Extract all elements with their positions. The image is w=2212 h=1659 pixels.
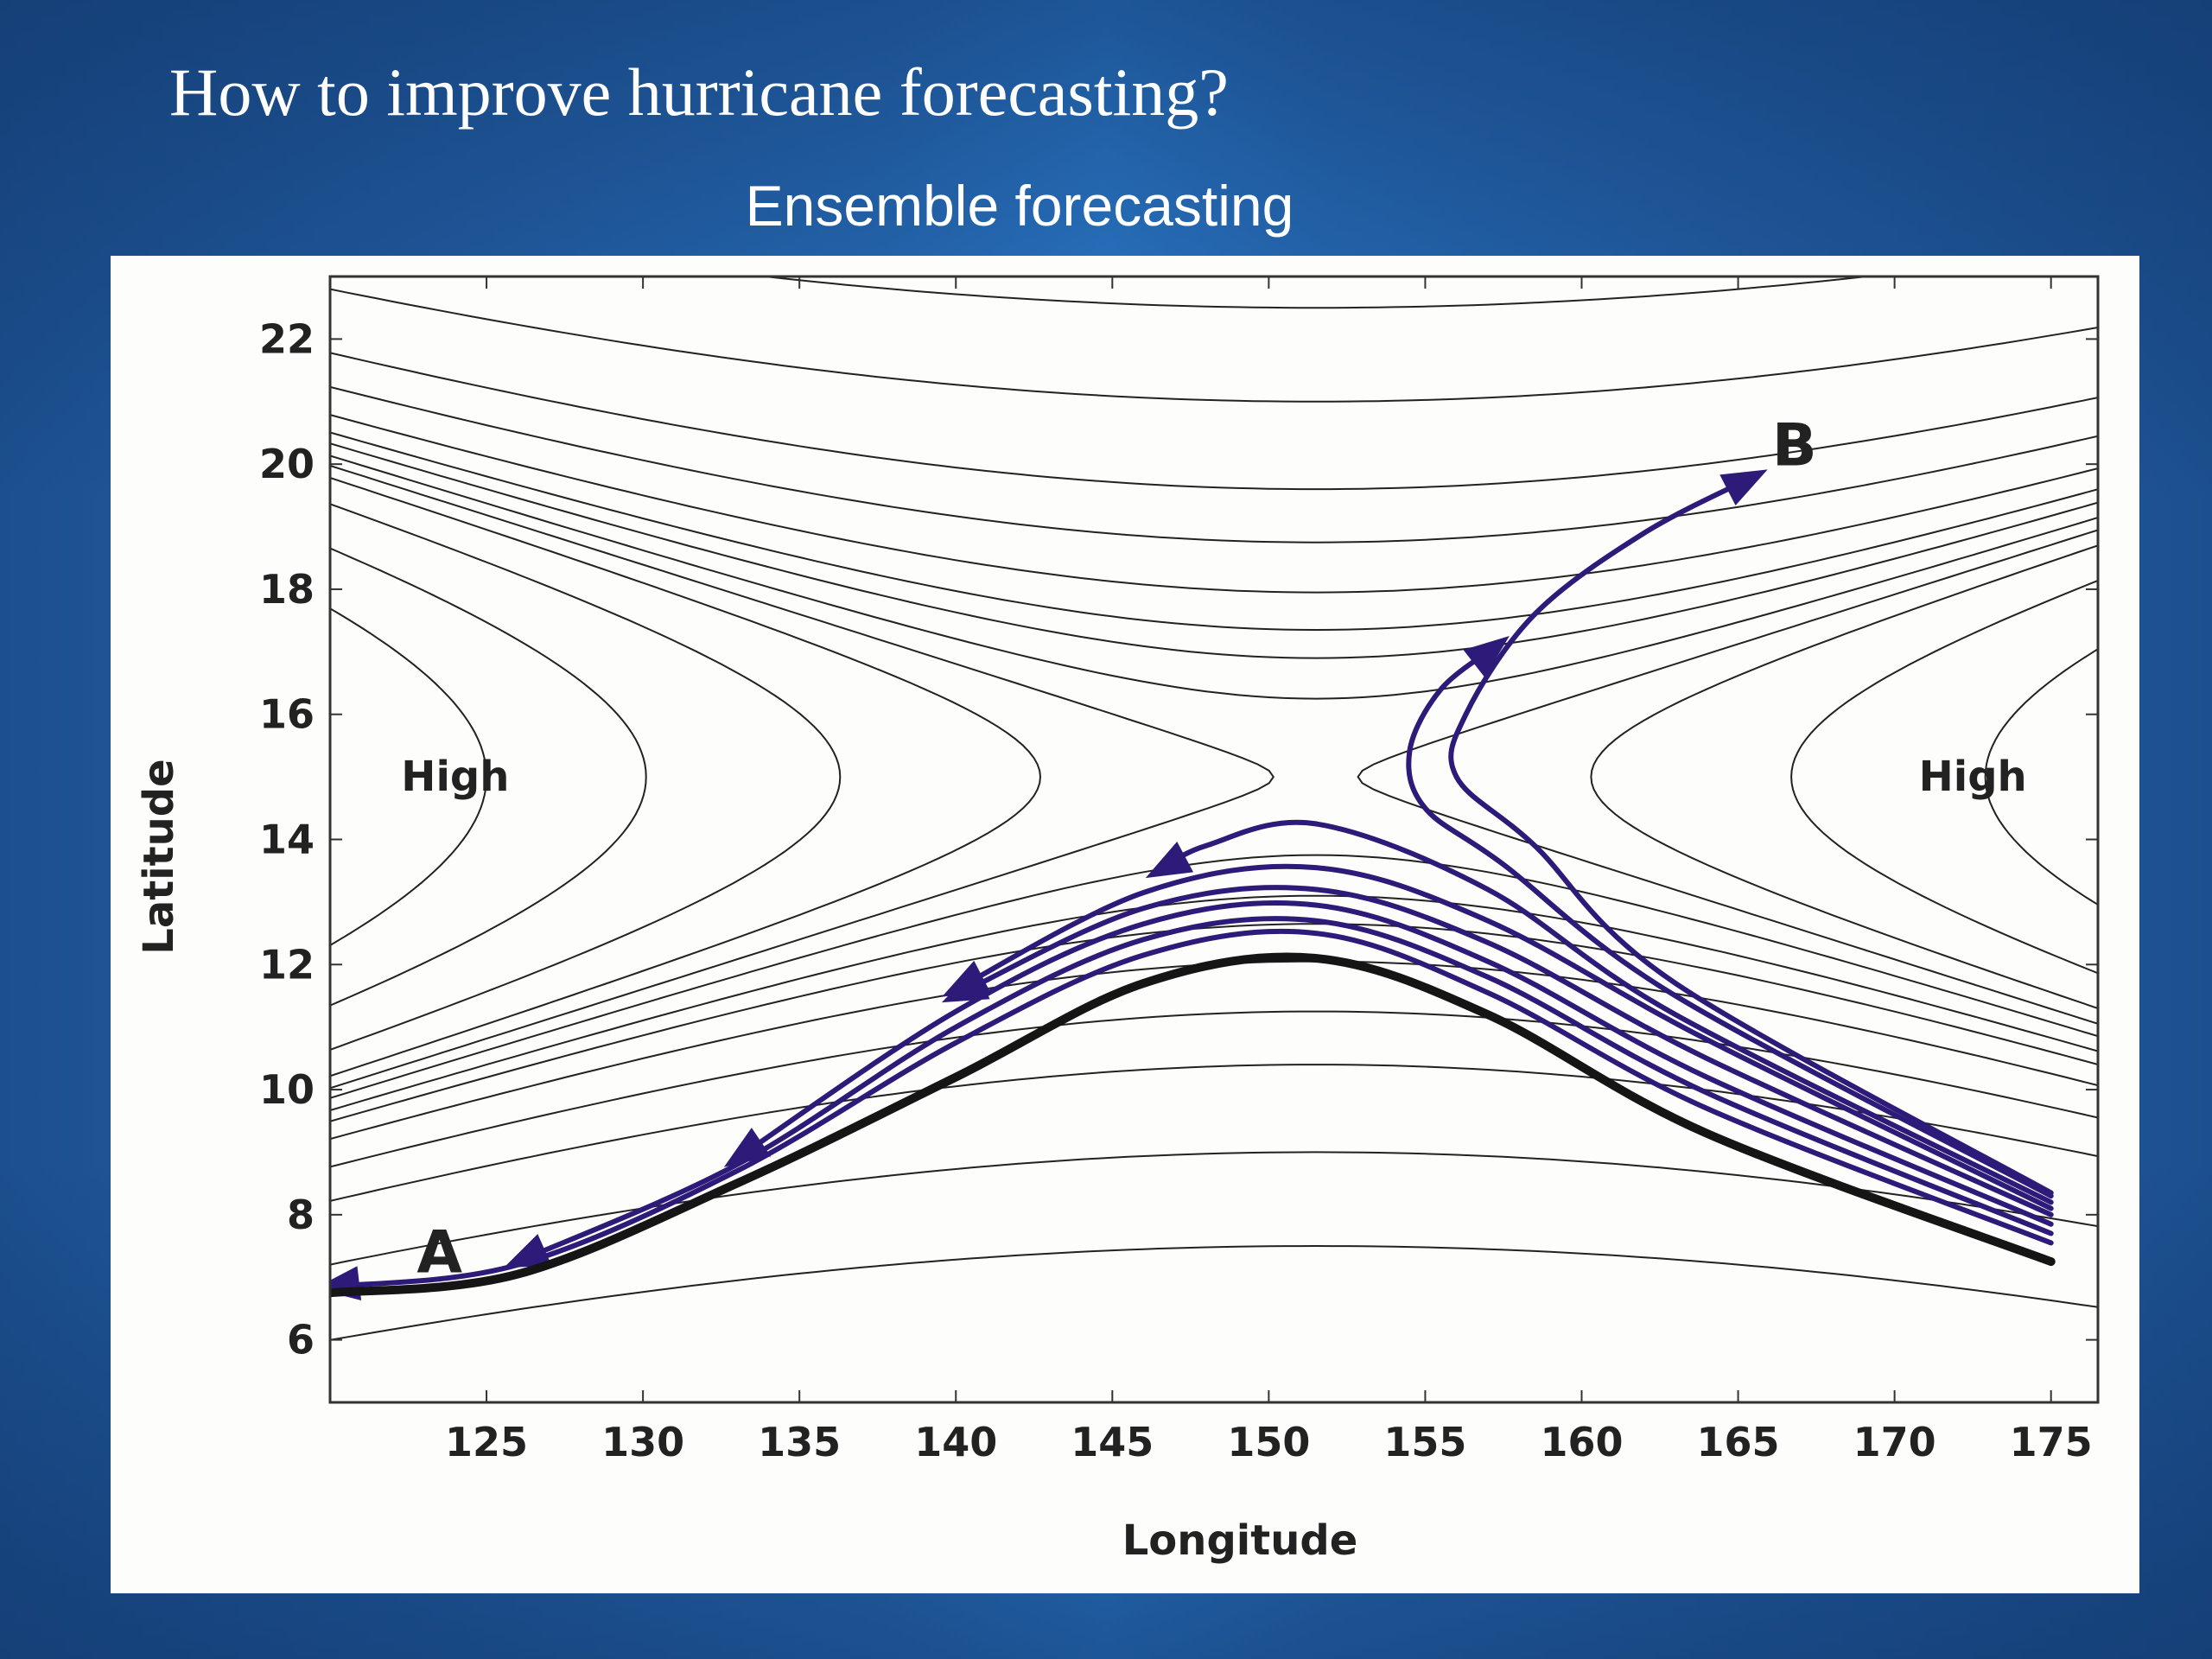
contour-line	[1590, 544, 2098, 1010]
ensemble-track	[1448, 474, 2054, 1196]
slide-subtitle: Ensemble forecasting	[745, 174, 1294, 238]
track-arrowhead	[1145, 842, 1194, 879]
contour-line	[330, 607, 488, 947]
contour-line	[330, 431, 2098, 632]
ensemble-track	[953, 885, 2054, 1217]
track-arrowhead	[723, 1128, 772, 1167]
contour-line	[330, 414, 2098, 594]
ensemble-track	[330, 928, 2054, 1290]
contour-line	[1357, 529, 2098, 1025]
contour-line	[330, 503, 842, 1051]
y-tick-label: 14	[259, 817, 315, 863]
x-tick-label: 155	[1383, 1419, 1466, 1465]
x-tick-label: 170	[1853, 1419, 1936, 1465]
contour-line	[330, 385, 2098, 543]
y-axis-label: Latitude	[135, 759, 183, 954]
ensemble-track	[1156, 819, 2054, 1205]
y-tick-label: 16	[259, 691, 315, 738]
contour-line	[330, 854, 2098, 1099]
x-tick-label: 135	[758, 1419, 841, 1465]
contour-line	[330, 923, 2098, 1122]
y-tick-label: 18	[259, 566, 315, 613]
x-tick-label: 130	[601, 1419, 684, 1465]
contour-line	[330, 547, 647, 1007]
contour-line	[330, 894, 2098, 1112]
x-tick-label: 160	[1540, 1419, 1623, 1465]
contour-line	[1984, 648, 2098, 906]
ensemble-track	[1406, 643, 2054, 1199]
ensemble-track	[953, 863, 2054, 1211]
main-track	[330, 952, 2056, 1298]
ensemble-track	[734, 900, 2054, 1227]
point-label-a: A	[416, 1219, 462, 1287]
y-tick-label: 8	[287, 1192, 315, 1238]
x-tick-label: 125	[445, 1419, 528, 1465]
region-label-high: High	[1919, 753, 2027, 801]
point-label-b: B	[1772, 412, 1817, 480]
hurricane-tracks	[330, 469, 2056, 1301]
contour-line	[330, 352, 2098, 491]
contour-line	[330, 1244, 2098, 1341]
x-tick-label: 175	[2010, 1419, 2093, 1465]
contour-line	[330, 464, 1275, 1090]
contour-lines	[330, 276, 2098, 1341]
slide-title: How to improve hurricane forecasting?	[169, 54, 1229, 130]
x-tick-label: 140	[914, 1419, 997, 1465]
x-axis-label: Longitude	[1122, 1516, 1358, 1565]
contour-line	[330, 476, 1042, 1077]
x-tick-label: 145	[1071, 1419, 1154, 1465]
contour-line	[757, 276, 1875, 309]
x-tick-label: 165	[1697, 1419, 1780, 1465]
track-chart: 125 130 135 140 145 150 155 160 165 170 175 6 8 10 12 1…	[135, 275, 2100, 1565]
figure-panel: 125 130 135 140 145 150 155 160 165 170 175 6 8 10 12 1…	[111, 256, 2139, 1593]
contour-line	[330, 1010, 2098, 1168]
plot-axes: 125 130 135 140 145 150 155 160 165 170 175 6 8 10 12 1…	[135, 275, 2100, 1565]
y-tick-label: 22	[259, 315, 315, 362]
y-tick-label: 12	[259, 941, 315, 988]
contour-line	[1790, 579, 2098, 975]
x-tick-label: 150	[1227, 1419, 1310, 1465]
contour-line	[330, 288, 2098, 403]
contour-line	[330, 442, 2098, 659]
contour-line	[330, 454, 2098, 700]
y-tick-label: 10	[259, 1066, 315, 1113]
track-arrowhead	[503, 1234, 552, 1268]
track-arrowhead	[1719, 469, 1768, 505]
track-arrowhead	[942, 960, 990, 997]
region-label-high: High	[401, 753, 509, 801]
y-tick-label: 20	[259, 441, 315, 487]
y-tick-label: 6	[287, 1317, 315, 1363]
plot-labels: High High A B	[401, 412, 2026, 1287]
track-arrowhead	[1463, 636, 1510, 677]
